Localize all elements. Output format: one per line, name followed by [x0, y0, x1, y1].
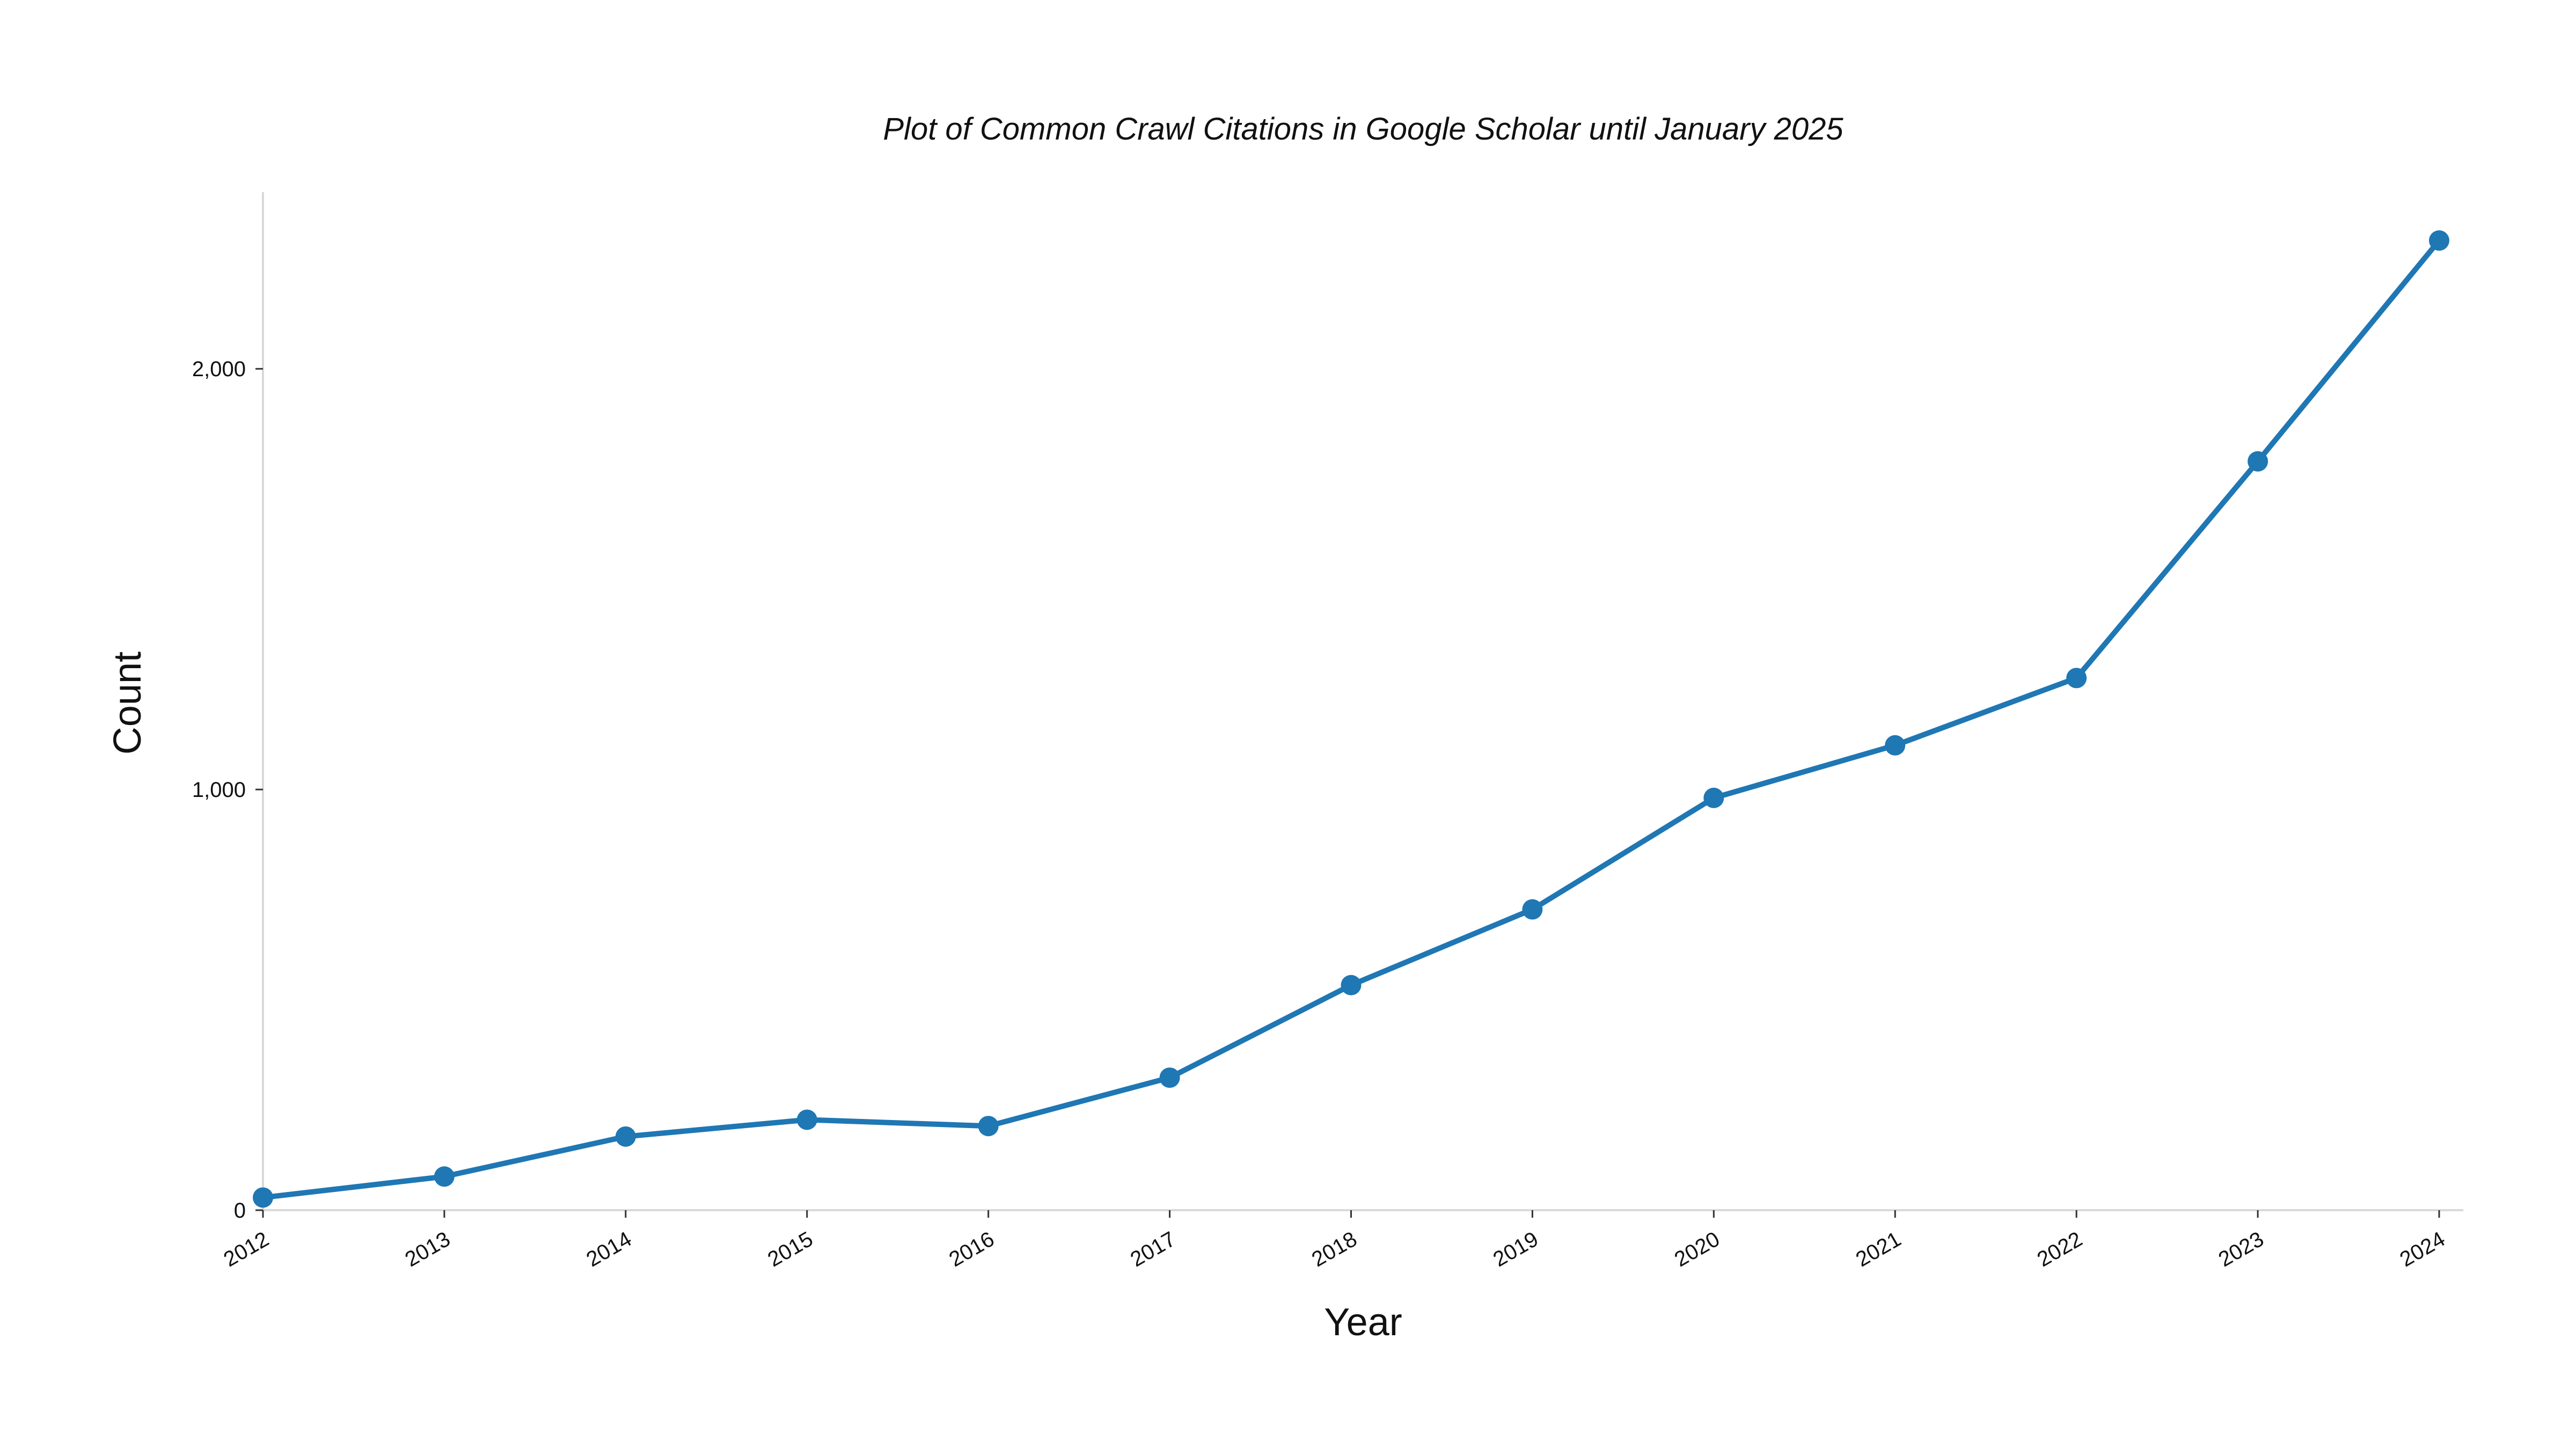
- x-tick-label: 2018: [1308, 1227, 1361, 1272]
- x-tick-label: 2022: [2033, 1227, 2087, 1272]
- data-point: [1703, 787, 1724, 808]
- x-tick-label: 2012: [219, 1227, 273, 1272]
- x-tick-label: 2013: [401, 1227, 454, 1272]
- data-point: [2248, 451, 2268, 472]
- x-tick-label: 2016: [945, 1227, 998, 1272]
- x-tick-label: 2020: [1671, 1227, 1724, 1272]
- data-point: [796, 1109, 817, 1130]
- data-point: [2429, 230, 2449, 251]
- data-point: [615, 1126, 636, 1147]
- x-tick-label: 2014: [582, 1227, 635, 1272]
- chart-title: Plot of Common Crawl Citations in Google…: [883, 112, 1843, 147]
- data-point: [978, 1116, 999, 1137]
- x-axis-label: Year: [1324, 1301, 1402, 1344]
- data-point: [253, 1187, 273, 1208]
- y-axis-ticks: 0 1,000 2,000: [192, 357, 263, 1223]
- x-tick-label: 2015: [764, 1227, 817, 1272]
- data-point: [1159, 1067, 1180, 1088]
- y-axis-label: Count: [106, 652, 149, 755]
- data-point: [2066, 668, 2087, 689]
- data-point: [1341, 975, 1362, 996]
- y-tick-label: 0: [234, 1199, 246, 1223]
- data-point: [1522, 899, 1543, 920]
- y-tick-label: 1,000: [192, 778, 246, 802]
- x-tick-label: 2019: [1489, 1227, 1542, 1272]
- x-tick-label: 2017: [1126, 1227, 1180, 1272]
- y-tick-label: 2,000: [192, 357, 246, 381]
- series-layer: [253, 230, 2449, 1208]
- x-axis-ticks: 2012 2013 2014 2015 2016 2017 2018 2019 2020 2021…: [219, 1210, 2449, 1271]
- data-point: [1885, 735, 1906, 756]
- x-tick-label: 2023: [2215, 1227, 2268, 1272]
- data-point: [434, 1166, 455, 1187]
- x-tick-label: 2024: [2396, 1227, 2449, 1272]
- x-tick-label: 2021: [1852, 1227, 1905, 1272]
- series-line: [260, 238, 2442, 1201]
